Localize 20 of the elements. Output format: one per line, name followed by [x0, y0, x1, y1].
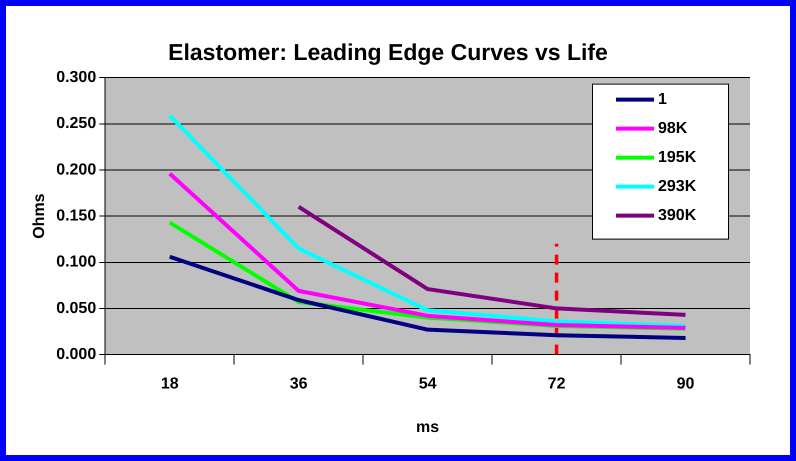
- x-tick-label: 90: [676, 376, 695, 393]
- y-axis-title: Ohms: [31, 193, 48, 239]
- x-tick-label: 18: [160, 376, 179, 393]
- y-tick-label: 0.050: [56, 300, 96, 317]
- x-axis-title: ms: [416, 418, 440, 436]
- chart-title: Elastomer: Leading Edge Curves vs Life: [168, 39, 608, 66]
- legend-label: 1: [658, 91, 667, 108]
- y-tick-label: 0.150: [56, 208, 96, 225]
- legend-label: 390K: [658, 207, 697, 224]
- x-tick-label: 72: [548, 376, 566, 393]
- legend-label: 293K: [658, 178, 697, 196]
- y-tick-label: 0.250: [56, 115, 96, 132]
- legend-label: 195K: [658, 149, 697, 166]
- y-tick-label: 0.000: [56, 346, 96, 364]
- x-tick-label: 54: [418, 376, 437, 393]
- legend-label: 98K: [658, 120, 688, 138]
- y-tick-label: 0.200: [56, 161, 96, 178]
- y-tick-label: 0.100: [56, 254, 96, 271]
- x-tick-label: 36: [290, 376, 308, 393]
- y-tick-label: 0.300: [56, 69, 96, 86]
